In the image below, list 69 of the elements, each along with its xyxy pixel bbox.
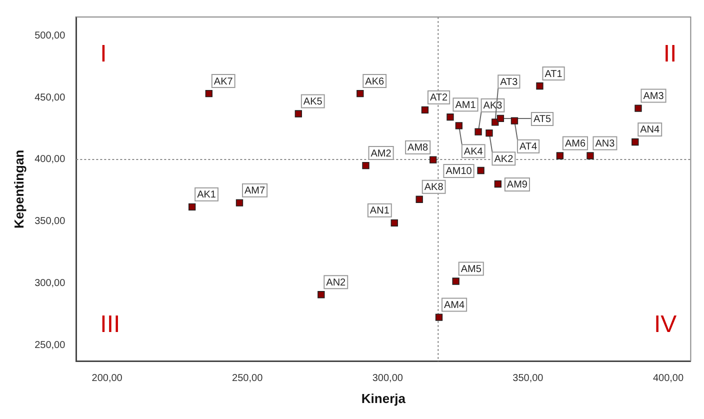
point bbox=[318, 291, 325, 298]
point bbox=[430, 156, 437, 164]
annotation: AK1 bbox=[197, 190, 216, 201]
point bbox=[356, 90, 364, 98]
point bbox=[390, 219, 398, 226]
point bbox=[494, 180, 502, 188]
point bbox=[632, 138, 639, 146]
annotation: III bbox=[100, 311, 120, 338]
point bbox=[236, 199, 244, 206]
annotation: AM6 bbox=[564, 138, 586, 150]
x-tick-label: 200,00 bbox=[92, 373, 123, 384]
annotation: AK2 bbox=[494, 154, 514, 165]
point bbox=[452, 278, 460, 285]
annotation: AK6 bbox=[365, 76, 384, 88]
annotation: AN1 bbox=[370, 206, 390, 217]
x-tick-label: 400,00 bbox=[652, 373, 684, 384]
y-tick-label: 400,00 bbox=[34, 154, 66, 166]
point bbox=[474, 128, 482, 136]
y-axis-title: Kepentingan bbox=[11, 150, 26, 229]
point bbox=[188, 203, 196, 210]
point bbox=[416, 196, 423, 203]
annotation: I bbox=[100, 40, 107, 68]
x-tick-label: 250,00 bbox=[232, 373, 264, 384]
annotation: AM2 bbox=[370, 148, 392, 160]
point bbox=[536, 82, 544, 90]
annotation: AM10 bbox=[446, 166, 472, 178]
annotation: AM8 bbox=[408, 142, 429, 154]
annotation: AN4 bbox=[640, 124, 660, 136]
annotation: AN2 bbox=[326, 277, 346, 288]
point bbox=[205, 90, 212, 98]
annotation: AM3 bbox=[643, 91, 664, 102]
annotation: AN3 bbox=[595, 138, 616, 150]
y-tick-label: 500,00 bbox=[34, 30, 66, 42]
x-tick-label: 300,00 bbox=[372, 373, 404, 384]
point bbox=[446, 114, 454, 121]
annotation: AK7 bbox=[214, 76, 234, 88]
annotation: AM4 bbox=[444, 300, 465, 312]
annotation: AM5 bbox=[460, 264, 482, 275]
y-tick-label: 450,00 bbox=[34, 92, 66, 104]
y-tick-label: 300,00 bbox=[34, 278, 66, 290]
annotation: AK4 bbox=[464, 146, 484, 158]
annotation: AM9 bbox=[506, 180, 528, 191]
x-tick-label: 350,00 bbox=[512, 373, 544, 384]
point bbox=[455, 122, 463, 130]
annotation: IV bbox=[654, 311, 677, 338]
point bbox=[586, 152, 594, 160]
annotation: AK5 bbox=[303, 96, 323, 108]
point bbox=[477, 166, 484, 174]
y-tick-label: 350,00 bbox=[34, 216, 66, 228]
point bbox=[294, 110, 302, 118]
point bbox=[634, 104, 642, 112]
annotation: AT3 bbox=[500, 76, 518, 88]
point bbox=[421, 106, 429, 114]
point bbox=[496, 114, 504, 122]
annotation: AT5 bbox=[533, 114, 552, 126]
annotation: AT2 bbox=[430, 92, 448, 104]
y-tick-label: 250,00 bbox=[34, 340, 66, 352]
annotation: AM7 bbox=[244, 186, 266, 197]
annotation: II bbox=[663, 40, 677, 68]
annotation: AK8 bbox=[424, 182, 444, 194]
annotation: AM1 bbox=[455, 100, 476, 111]
annotation: AT4 bbox=[519, 142, 538, 153]
annotation: AT1 bbox=[544, 68, 563, 80]
point bbox=[362, 162, 370, 170]
x-axis-title: Kinerja bbox=[361, 390, 406, 406]
point bbox=[486, 130, 493, 137]
point bbox=[435, 314, 443, 321]
point bbox=[510, 117, 518, 124]
point bbox=[556, 152, 564, 160]
